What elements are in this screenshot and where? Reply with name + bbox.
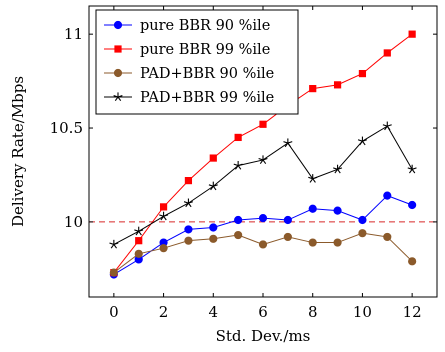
series-3-point: [383, 232, 392, 242]
x-tick-label: 0: [109, 303, 119, 321]
legend-entry-1: pure BBR 90 %ile: [104, 18, 270, 34]
y-tick-label: 10.5: [50, 119, 83, 137]
series-2-point: [234, 133, 242, 142]
x-tick-label: 8: [308, 303, 318, 321]
y-axis-label: Delivery Rate/Mbps: [9, 76, 27, 227]
legend-swatch-marker: [113, 20, 123, 30]
legend-items: pure BBR 90 %ile pure BBR 99 %ile PAD+BBR …: [104, 18, 274, 106]
x-tick-label: 2: [159, 303, 169, 321]
series-1-point: [209, 223, 218, 232]
series-4-point: [258, 155, 268, 164]
series-2-point: [259, 120, 267, 128]
series-2-point: [383, 49, 391, 57]
x-tick-label: 10: [353, 303, 372, 321]
series-1-point: [358, 215, 367, 225]
series-1-point: [258, 214, 268, 223]
series-3-point: [184, 236, 193, 245]
legend-entry-3: PAD+BBR 90 %ile: [104, 66, 274, 82]
series-2-point: [333, 81, 342, 89]
series-2-point: [159, 203, 168, 211]
series-1-point: [283, 215, 292, 225]
series-4-point: [109, 239, 119, 249]
legend-entry-4: PAD+BBR 99 %ile: [104, 90, 274, 106]
legend-swatch-marker: [113, 68, 123, 78]
series-3-point: [159, 244, 168, 253]
x-tick-label: 4: [209, 303, 219, 321]
series-4-point: [183, 198, 193, 208]
series-2-point: [135, 237, 143, 245]
series-layer: [109, 30, 417, 279]
legend-swatch-marker: [113, 92, 123, 102]
series-1-point: [408, 200, 417, 210]
series-3-point: [308, 238, 317, 247]
series-1: [109, 191, 417, 279]
series-1-point: [184, 225, 193, 234]
series-4: [109, 121, 417, 249]
series-3-point: [209, 234, 218, 243]
series-3-point: [358, 229, 367, 238]
series-3: [109, 229, 417, 277]
legend-label: PAD+BBR 99 %ile: [140, 90, 274, 106]
legend-label: pure BBR 99 %ile: [140, 42, 270, 58]
x-axis-ticks: 0 2 4 6 8 10 12: [109, 6, 422, 321]
legend-swatch-marker: [114, 45, 122, 53]
legend-label: pure BBR 90 %ile: [140, 18, 270, 34]
series-3-point: [258, 240, 268, 249]
series-4-point: [134, 226, 144, 236]
series-4-point: [233, 160, 243, 170]
series-2-point: [358, 69, 367, 78]
y-tick-label: 10: [64, 213, 83, 231]
series-3-point: [134, 249, 143, 258]
series-1-point: [383, 191, 392, 200]
series-1-point: [333, 206, 342, 215]
series-3-point: [234, 230, 243, 240]
series-2-point: [408, 30, 416, 38]
series-1-line: [113, 195, 413, 275]
x-tick-label: 6: [258, 303, 268, 321]
x-axis-label: Std. Dev./ms: [216, 327, 311, 345]
legend-label: PAD+BBR 90 %ile: [140, 66, 274, 82]
series-3-point: [109, 268, 118, 277]
series-3-line: [113, 232, 413, 273]
series-2-point: [184, 177, 193, 185]
series-3-point: [408, 257, 417, 266]
legend: pure BBR 90 %ile pure BBR 99 %ile PAD+BBR …: [95, 9, 299, 115]
series-3-point: [333, 238, 342, 247]
x-tick-label: 12: [403, 303, 422, 321]
y-tick-label: 11: [64, 25, 83, 43]
series-4-point: [159, 211, 169, 221]
series-4-point: [333, 164, 343, 174]
series-2-point: [209, 154, 217, 162]
legend-entry-2: pure BBR 99 %ile: [104, 42, 270, 58]
series-4-point: [357, 136, 367, 146]
series-2-point: [309, 85, 317, 93]
series-4-point: [407, 164, 417, 174]
series-1-point: [308, 204, 317, 213]
series-1-point: [234, 215, 243, 225]
series-4-point: [208, 181, 218, 191]
series-4-point: [382, 121, 392, 131]
series-4-point: [308, 174, 318, 183]
y-axis-ticks: 10 10.5 11: [50, 25, 437, 231]
series-3-point: [283, 232, 292, 242]
series-4-point: [283, 138, 293, 148]
series-4-line: [113, 125, 413, 245]
